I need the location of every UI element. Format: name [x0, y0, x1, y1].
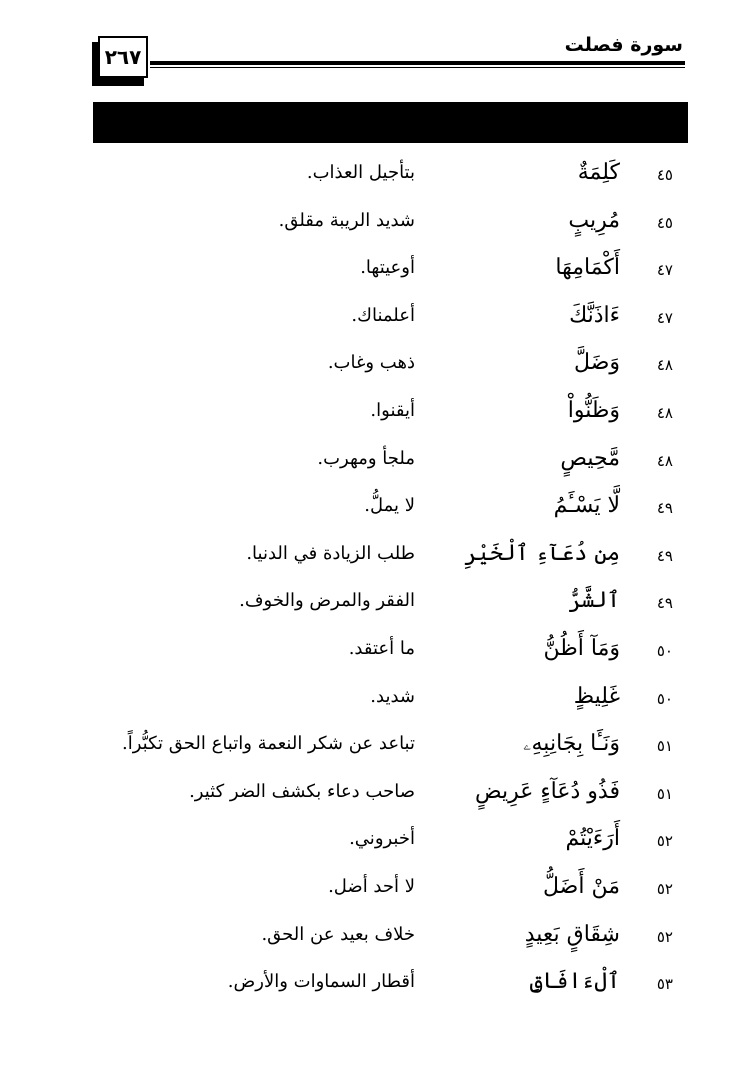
glossary-row: ٤٨ وَضَلَّ ذهب وغاب.	[0, 346, 755, 394]
verse-number: ٤٧	[656, 308, 673, 327]
quran-word: أَرَءَيْتُمْ	[565, 826, 620, 852]
quran-word: شِقَاقٍ بَعِيدٍ	[524, 921, 620, 947]
verse-number: ٤٥	[656, 213, 673, 232]
verse-number: ٥٠	[656, 689, 673, 708]
glossary-row: ٥٢ شِقَاقٍ بَعِيدٍ خلاف بعيد عن الحق.	[0, 918, 755, 966]
verse-number: ٤٩	[656, 499, 673, 518]
quran-word: وَمَآ أَظُنُّ	[543, 635, 620, 661]
glossary-row: ٤٩ لَّا يَسْـَٔمُ لا يملُّ.	[0, 489, 755, 537]
quran-word: ٱلْءَافَاقِ	[529, 969, 620, 995]
glossary-row: ٥٣ ٱلْءَافَاقِ أقطار السماوات والأرض.	[0, 965, 755, 1013]
word-meaning: بتأجيل العذاب.	[306, 162, 415, 183]
quran-word: وَنَـَٔا بِجَانِبِهِۦ	[523, 731, 620, 757]
word-meaning: ملجأ ومهرب.	[317, 447, 415, 469]
glossary-row: ٥٢ مَنْ أَضَلُّ لا أحد أضل.	[0, 870, 755, 918]
quran-word: مَّحِيصٍ	[560, 445, 620, 471]
glossary-row: ٤٩ ٱلشَّرُّ الفقر والمرض والخوف.	[0, 584, 755, 632]
quran-word: وَظَنُّواْ	[567, 397, 620, 423]
quran-word: كَلِمَةٌ	[577, 160, 620, 185]
glossary-row: ٤٨ مَّحِيصٍ ملجأ ومهرب.	[0, 442, 755, 490]
header-rule	[150, 61, 685, 65]
word-meaning: شديد.	[370, 685, 415, 707]
word-meaning: أيقنوا.	[370, 399, 415, 421]
quran-word: ٱلشَّرُّ	[568, 588, 620, 614]
quran-word: مُرِيبٍ	[568, 207, 620, 233]
verse-number: ٤٩	[656, 594, 673, 613]
word-meaning: لا يملُّ.	[364, 495, 415, 517]
surah-title: سورة فصلت	[564, 34, 683, 56]
word-meaning: أوعيتها.	[360, 257, 415, 279]
quran-word: وَضَلَّ	[574, 350, 620, 376]
verse-number: ٤٧	[656, 261, 673, 280]
verse-number: ٤٩	[656, 546, 673, 565]
word-meaning: تباعد عن شكر النعمة واتباع الحق تكبُّراً…	[121, 733, 415, 755]
quran-word: غَلِيظٍ	[573, 683, 620, 709]
black-banner	[93, 102, 688, 143]
glossary-row: ٥٢ أَرَءَيْتُمْ أخبروني.	[0, 822, 755, 870]
quran-word: ءَاذَنَّكَ	[569, 302, 620, 328]
word-meaning: طلب الزيادة في الدنيا.	[246, 542, 415, 564]
quran-word: لَّا يَسْـَٔمُ	[553, 493, 620, 519]
glossary-row: ٤٩ مِن دُعَآءِ ٱلْخَيْرِ طلب الزيادة في ال…	[0, 537, 755, 585]
verse-number: ٤٨	[656, 403, 673, 422]
quran-word: مِن دُعَآءِ ٱلْخَيْرِ	[464, 540, 620, 566]
word-meaning: ما أعتقد.	[348, 637, 415, 659]
verse-number: ٤٥	[656, 166, 673, 184]
verse-number: ٥٣	[656, 975, 673, 994]
glossary-row: ٤٥ مُرِيبٍ شديد الريبة مقلق.	[0, 204, 755, 252]
page-number: ٢٦٧	[98, 36, 148, 78]
word-meaning: أقطار السماوات والأرض.	[227, 971, 415, 993]
glossary-row: ٤٥ كَلِمَةٌ بتأجيل العذاب.	[0, 156, 755, 204]
verse-number: ٥١	[656, 737, 673, 756]
word-meaning: لا أحد أضل.	[328, 875, 415, 897]
word-meaning: ذهب وغاب.	[327, 352, 415, 374]
glossary-row: ٥١ فَذُو دُعَآءٍ عَرِيضٍ صاحب دعاء بكشف ال…	[0, 775, 755, 823]
glossary-list: ٤٥ كَلِمَةٌ بتأجيل العذاب. ٤٥ مُرِيبٍ شديد ال…	[0, 156, 755, 1013]
verse-number: ٥٠	[656, 641, 673, 660]
glossary-row: ٤٧ ءَاذَنَّكَ أعلمناك.	[0, 299, 755, 347]
verse-number: ٥٢	[656, 879, 673, 898]
glossary-row: ٥١ وَنَـَٔا بِجَانِبِهِۦ تباعد عن شكر النع…	[0, 727, 755, 775]
word-meaning: خلاف بعيد عن الحق.	[261, 923, 415, 945]
word-meaning: صاحب دعاء بكشف الضر كثير.	[189, 780, 415, 802]
word-meaning: شديد الريبة مقلق.	[278, 209, 415, 231]
verse-number: ٤٨	[656, 356, 673, 375]
glossary-row: ٥٠ غَلِيظٍ شديد.	[0, 680, 755, 728]
word-meaning: أخبروني.	[349, 828, 415, 850]
verse-number: ٥٢	[656, 927, 673, 946]
verse-number: ٥١	[656, 784, 673, 803]
verse-number: ٥٢	[656, 832, 673, 851]
quran-word: أَكْمَامِهَا	[555, 255, 620, 281]
glossary-row: ٤٧ أَكْمَامِهَا أوعيتها.	[0, 251, 755, 299]
verse-number: ٤٨	[656, 451, 673, 470]
word-meaning: الفقر والمرض والخوف.	[239, 590, 415, 612]
word-meaning: أعلمناك.	[351, 304, 415, 326]
header-rule-thin	[150, 67, 685, 68]
glossary-row: ٥٠ وَمَآ أَظُنُّ ما أعتقد.	[0, 632, 755, 680]
glossary-row: ٤٨ وَظَنُّواْ أيقنوا.	[0, 394, 755, 442]
quran-word: مَنْ أَضَلُّ	[543, 873, 620, 899]
quran-word: فَذُو دُعَآءٍ عَرِيضٍ	[475, 778, 620, 804]
